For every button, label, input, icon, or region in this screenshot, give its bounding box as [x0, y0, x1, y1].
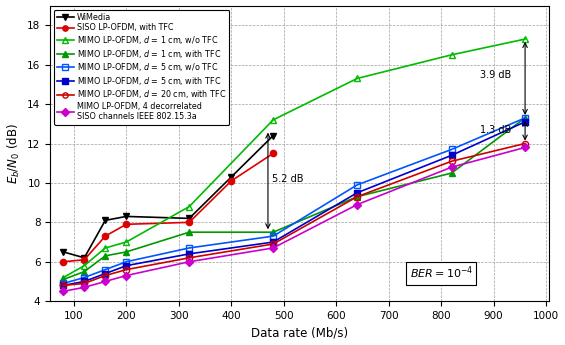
- MIMO LP-OFDM, $d$ = 5 cm, with TFC: [270, 240, 277, 244]
- Line: WiMedia: WiMedia: [60, 132, 276, 261]
- MIMO LP-OFDM, $d$ = 5 cm, w/o TFC: [270, 234, 277, 238]
- MIMO LP-OFDM, $d$ = 20 cm, with TFC: [102, 274, 108, 278]
- MIMO LP-OFDM, $d$ = 5 cm, w/o TFC: [60, 282, 67, 286]
- WiMedia: [270, 134, 277, 138]
- X-axis label: Data rate (Mb/s): Data rate (Mb/s): [251, 326, 348, 339]
- MIMO LP-OFDM, $d$ = 20 cm, with TFC: [448, 159, 455, 163]
- MIMO LP-OFDM, $d$ = 5 cm, w/o TFC: [123, 260, 129, 264]
- MIMO LP-OFDM, $d$ = 1 cm, w/o TFC: [270, 118, 277, 122]
- MIMO LP-OFDM, 4 decorrelated
SISO channels IEEE 802.15.3a: [81, 285, 88, 289]
- MIMO LP-OFDM, $d$ = 1 cm, with TFC: [81, 269, 88, 274]
- SISO LP-OFDM, with TFC: [186, 220, 193, 224]
- MIMO LP-OFDM, 4 decorrelated
SISO channels IEEE 802.15.3a: [186, 260, 193, 264]
- MIMO LP-OFDM, $d$ = 20 cm, with TFC: [354, 195, 360, 199]
- MIMO LP-OFDM, $d$ = 20 cm, with TFC: [81, 282, 88, 286]
- Line: MIMO LP-OFDM, $d$ = 1 cm, w/o TFC: MIMO LP-OFDM, $d$ = 1 cm, w/o TFC: [60, 36, 528, 280]
- MIMO LP-OFDM, $d$ = 1 cm, w/o TFC: [354, 76, 360, 80]
- MIMO LP-OFDM, $d$ = 5 cm, with TFC: [521, 120, 528, 124]
- MIMO LP-OFDM, $d$ = 5 cm, with TFC: [186, 252, 193, 256]
- MIMO LP-OFDM, $d$ = 1 cm, w/o TFC: [448, 53, 455, 57]
- MIMO LP-OFDM, $d$ = 1 cm, with TFC: [354, 195, 360, 199]
- WiMedia: [81, 256, 88, 260]
- MIMO LP-OFDM, $d$ = 20 cm, with TFC: [60, 283, 67, 287]
- MIMO LP-OFDM, $d$ = 5 cm, with TFC: [81, 279, 88, 284]
- MIMO LP-OFDM, $d$ = 5 cm, w/o TFC: [521, 116, 528, 120]
- MIMO LP-OFDM, $d$ = 5 cm, with TFC: [60, 283, 67, 287]
- SISO LP-OFDM, with TFC: [102, 234, 108, 238]
- MIMO LP-OFDM, $d$ = 5 cm, with TFC: [354, 191, 360, 195]
- SISO LP-OFDM, with TFC: [228, 179, 234, 183]
- MIMO LP-OFDM, $d$ = 20 cm, with TFC: [521, 141, 528, 146]
- Text: 1.3 dB: 1.3 dB: [480, 125, 512, 135]
- MIMO LP-OFDM, $d$ = 20 cm, with TFC: [123, 268, 129, 272]
- WiMedia: [228, 175, 234, 179]
- SISO LP-OFDM, with TFC: [60, 260, 67, 264]
- Legend: WiMedia, SISO LP-OFDM, with TFC, MIMO LP-OFDM, $d$ = 1 cm, w/o TFC, MIMO LP-OFDM: WiMedia, SISO LP-OFDM, with TFC, MIMO LP…: [54, 10, 229, 125]
- Text: $BER = 10^{-4}$: $BER = 10^{-4}$: [410, 265, 473, 282]
- MIMO LP-OFDM, $d$ = 1 cm, w/o TFC: [521, 37, 528, 41]
- MIMO LP-OFDM, $d$ = 1 cm, with TFC: [270, 230, 277, 234]
- WiMedia: [123, 214, 129, 218]
- MIMO LP-OFDM, $d$ = 5 cm, w/o TFC: [102, 268, 108, 272]
- MIMO LP-OFDM, $d$ = 20 cm, with TFC: [186, 256, 193, 260]
- SISO LP-OFDM, with TFC: [81, 258, 88, 262]
- MIMO LP-OFDM, $d$ = 1 cm, w/o TFC: [60, 275, 67, 279]
- Y-axis label: $E_b/N_0$ (dB): $E_b/N_0$ (dB): [6, 123, 21, 184]
- Line: SISO LP-OFDM, with TFC: SISO LP-OFDM, with TFC: [60, 150, 276, 265]
- Text: 3.9 dB: 3.9 dB: [480, 70, 512, 80]
- MIMO LP-OFDM, $d$ = 1 cm, with TFC: [102, 254, 108, 258]
- MIMO LP-OFDM, $d$ = 1 cm, w/o TFC: [186, 205, 193, 209]
- MIMO LP-OFDM, $d$ = 5 cm, w/o TFC: [354, 183, 360, 187]
- MIMO LP-OFDM, $d$ = 5 cm, w/o TFC: [81, 275, 88, 279]
- Text: 5.2 dB: 5.2 dB: [272, 174, 303, 184]
- Line: MIMO LP-OFDM, $d$ = 5 cm, w/o TFC: MIMO LP-OFDM, $d$ = 5 cm, w/o TFC: [60, 115, 528, 287]
- MIMO LP-OFDM, $d$ = 20 cm, with TFC: [270, 242, 277, 246]
- MIMO LP-OFDM, $d$ = 1 cm, with TFC: [521, 116, 528, 120]
- WiMedia: [102, 218, 108, 223]
- Line: MIMO LP-OFDM, $d$ = 1 cm, with TFC: MIMO LP-OFDM, $d$ = 1 cm, with TFC: [60, 115, 528, 283]
- SISO LP-OFDM, with TFC: [270, 151, 277, 156]
- MIMO LP-OFDM, $d$ = 1 cm, w/o TFC: [81, 264, 88, 268]
- Line: MIMO LP-OFDM, $d$ = 20 cm, with TFC: MIMO LP-OFDM, $d$ = 20 cm, with TFC: [60, 140, 528, 288]
- MIMO LP-OFDM, $d$ = 1 cm, with TFC: [123, 250, 129, 254]
- WiMedia: [60, 250, 67, 254]
- MIMO LP-OFDM, $d$ = 1 cm, with TFC: [186, 230, 193, 234]
- MIMO LP-OFDM, $d$ = 1 cm, with TFC: [448, 171, 455, 175]
- MIMO LP-OFDM, $d$ = 5 cm, w/o TFC: [448, 147, 455, 151]
- MIMO LP-OFDM, 4 decorrelated
SISO channels IEEE 802.15.3a: [60, 289, 67, 293]
- MIMO LP-OFDM, 4 decorrelated
SISO channels IEEE 802.15.3a: [123, 274, 129, 278]
- MIMO LP-OFDM, 4 decorrelated
SISO channels IEEE 802.15.3a: [102, 279, 108, 284]
- MIMO LP-OFDM, $d$ = 5 cm, with TFC: [448, 153, 455, 157]
- MIMO LP-OFDM, 4 decorrelated
SISO channels IEEE 802.15.3a: [448, 165, 455, 169]
- MIMO LP-OFDM, $d$ = 5 cm, w/o TFC: [186, 246, 193, 250]
- WiMedia: [186, 216, 193, 220]
- MIMO LP-OFDM, $d$ = 5 cm, with TFC: [102, 272, 108, 276]
- Line: MIMO LP-OFDM, 4 decorrelated
SISO channels IEEE 802.15.3a: MIMO LP-OFDM, 4 decorrelated SISO channe…: [60, 144, 528, 294]
- Line: MIMO LP-OFDM, $d$ = 5 cm, with TFC: MIMO LP-OFDM, $d$ = 5 cm, with TFC: [60, 119, 528, 288]
- MIMO LP-OFDM, 4 decorrelated
SISO channels IEEE 802.15.3a: [521, 145, 528, 149]
- MIMO LP-OFDM, $d$ = 1 cm, w/o TFC: [102, 246, 108, 250]
- MIMO LP-OFDM, $d$ = 1 cm, with TFC: [60, 277, 67, 282]
- MIMO LP-OFDM, $d$ = 1 cm, w/o TFC: [123, 240, 129, 244]
- MIMO LP-OFDM, 4 decorrelated
SISO channels IEEE 802.15.3a: [354, 203, 360, 207]
- MIMO LP-OFDM, 4 decorrelated
SISO channels IEEE 802.15.3a: [270, 246, 277, 250]
- SISO LP-OFDM, with TFC: [123, 222, 129, 226]
- MIMO LP-OFDM, $d$ = 5 cm, with TFC: [123, 264, 129, 268]
